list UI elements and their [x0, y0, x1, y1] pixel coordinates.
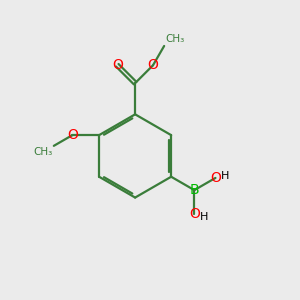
Text: O: O [148, 58, 158, 72]
Text: O: O [67, 128, 78, 142]
Text: O: O [189, 208, 200, 221]
Text: H: H [221, 172, 229, 182]
Text: CH₃: CH₃ [166, 34, 185, 44]
Text: H: H [200, 212, 208, 222]
Text: CH₃: CH₃ [33, 147, 52, 157]
Text: B: B [190, 183, 199, 197]
Text: O: O [112, 58, 123, 72]
Text: O: O [210, 171, 221, 185]
